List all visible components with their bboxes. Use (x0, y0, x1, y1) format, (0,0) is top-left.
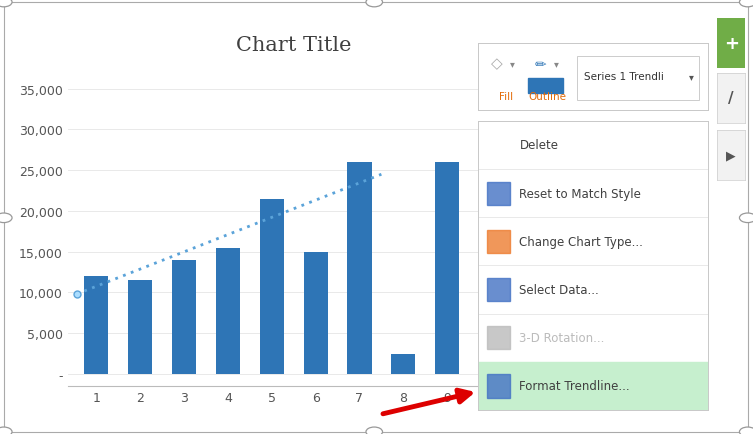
Bar (528, 79, 563, 94)
Bar (172, 260, 196, 374)
Bar (303, 252, 328, 374)
Text: Change Chart Type...: Change Chart Type... (520, 235, 643, 248)
Text: /: / (728, 91, 734, 106)
Text: Delete: Delete (520, 139, 559, 152)
Text: Series 1 Trendli: Series 1 Trendli (584, 72, 663, 82)
Bar (479, 354, 503, 374)
Text: 3-D Rotation...: 3-D Rotation... (520, 332, 605, 345)
Bar (435, 163, 459, 374)
Bar (487, 182, 511, 205)
Bar (128, 280, 152, 374)
Title: Chart Title: Chart Title (236, 36, 352, 55)
Bar (347, 163, 371, 374)
Bar (487, 230, 511, 253)
Text: Format Trendline...: Format Trendline... (520, 380, 630, 393)
Text: ▾: ▾ (689, 72, 694, 82)
Bar (84, 276, 108, 374)
Bar (487, 278, 511, 302)
Text: ▾: ▾ (511, 59, 515, 69)
Bar (487, 326, 511, 349)
Bar (478, 362, 708, 410)
Text: Fill: Fill (498, 92, 513, 102)
Bar (487, 375, 511, 398)
Text: Select Data...: Select Data... (520, 283, 599, 296)
Text: +: + (724, 35, 739, 53)
Text: ▶: ▶ (727, 149, 736, 161)
Text: Reset to Match Style: Reset to Match Style (520, 187, 642, 200)
Text: Outline: Outline (528, 92, 566, 102)
Text: ▾: ▾ (553, 59, 559, 69)
Bar (216, 248, 240, 374)
Bar (260, 199, 284, 374)
Bar (392, 354, 416, 374)
Text: ✏: ✏ (535, 58, 546, 72)
Text: ◇: ◇ (491, 56, 502, 71)
FancyBboxPatch shape (577, 57, 699, 101)
